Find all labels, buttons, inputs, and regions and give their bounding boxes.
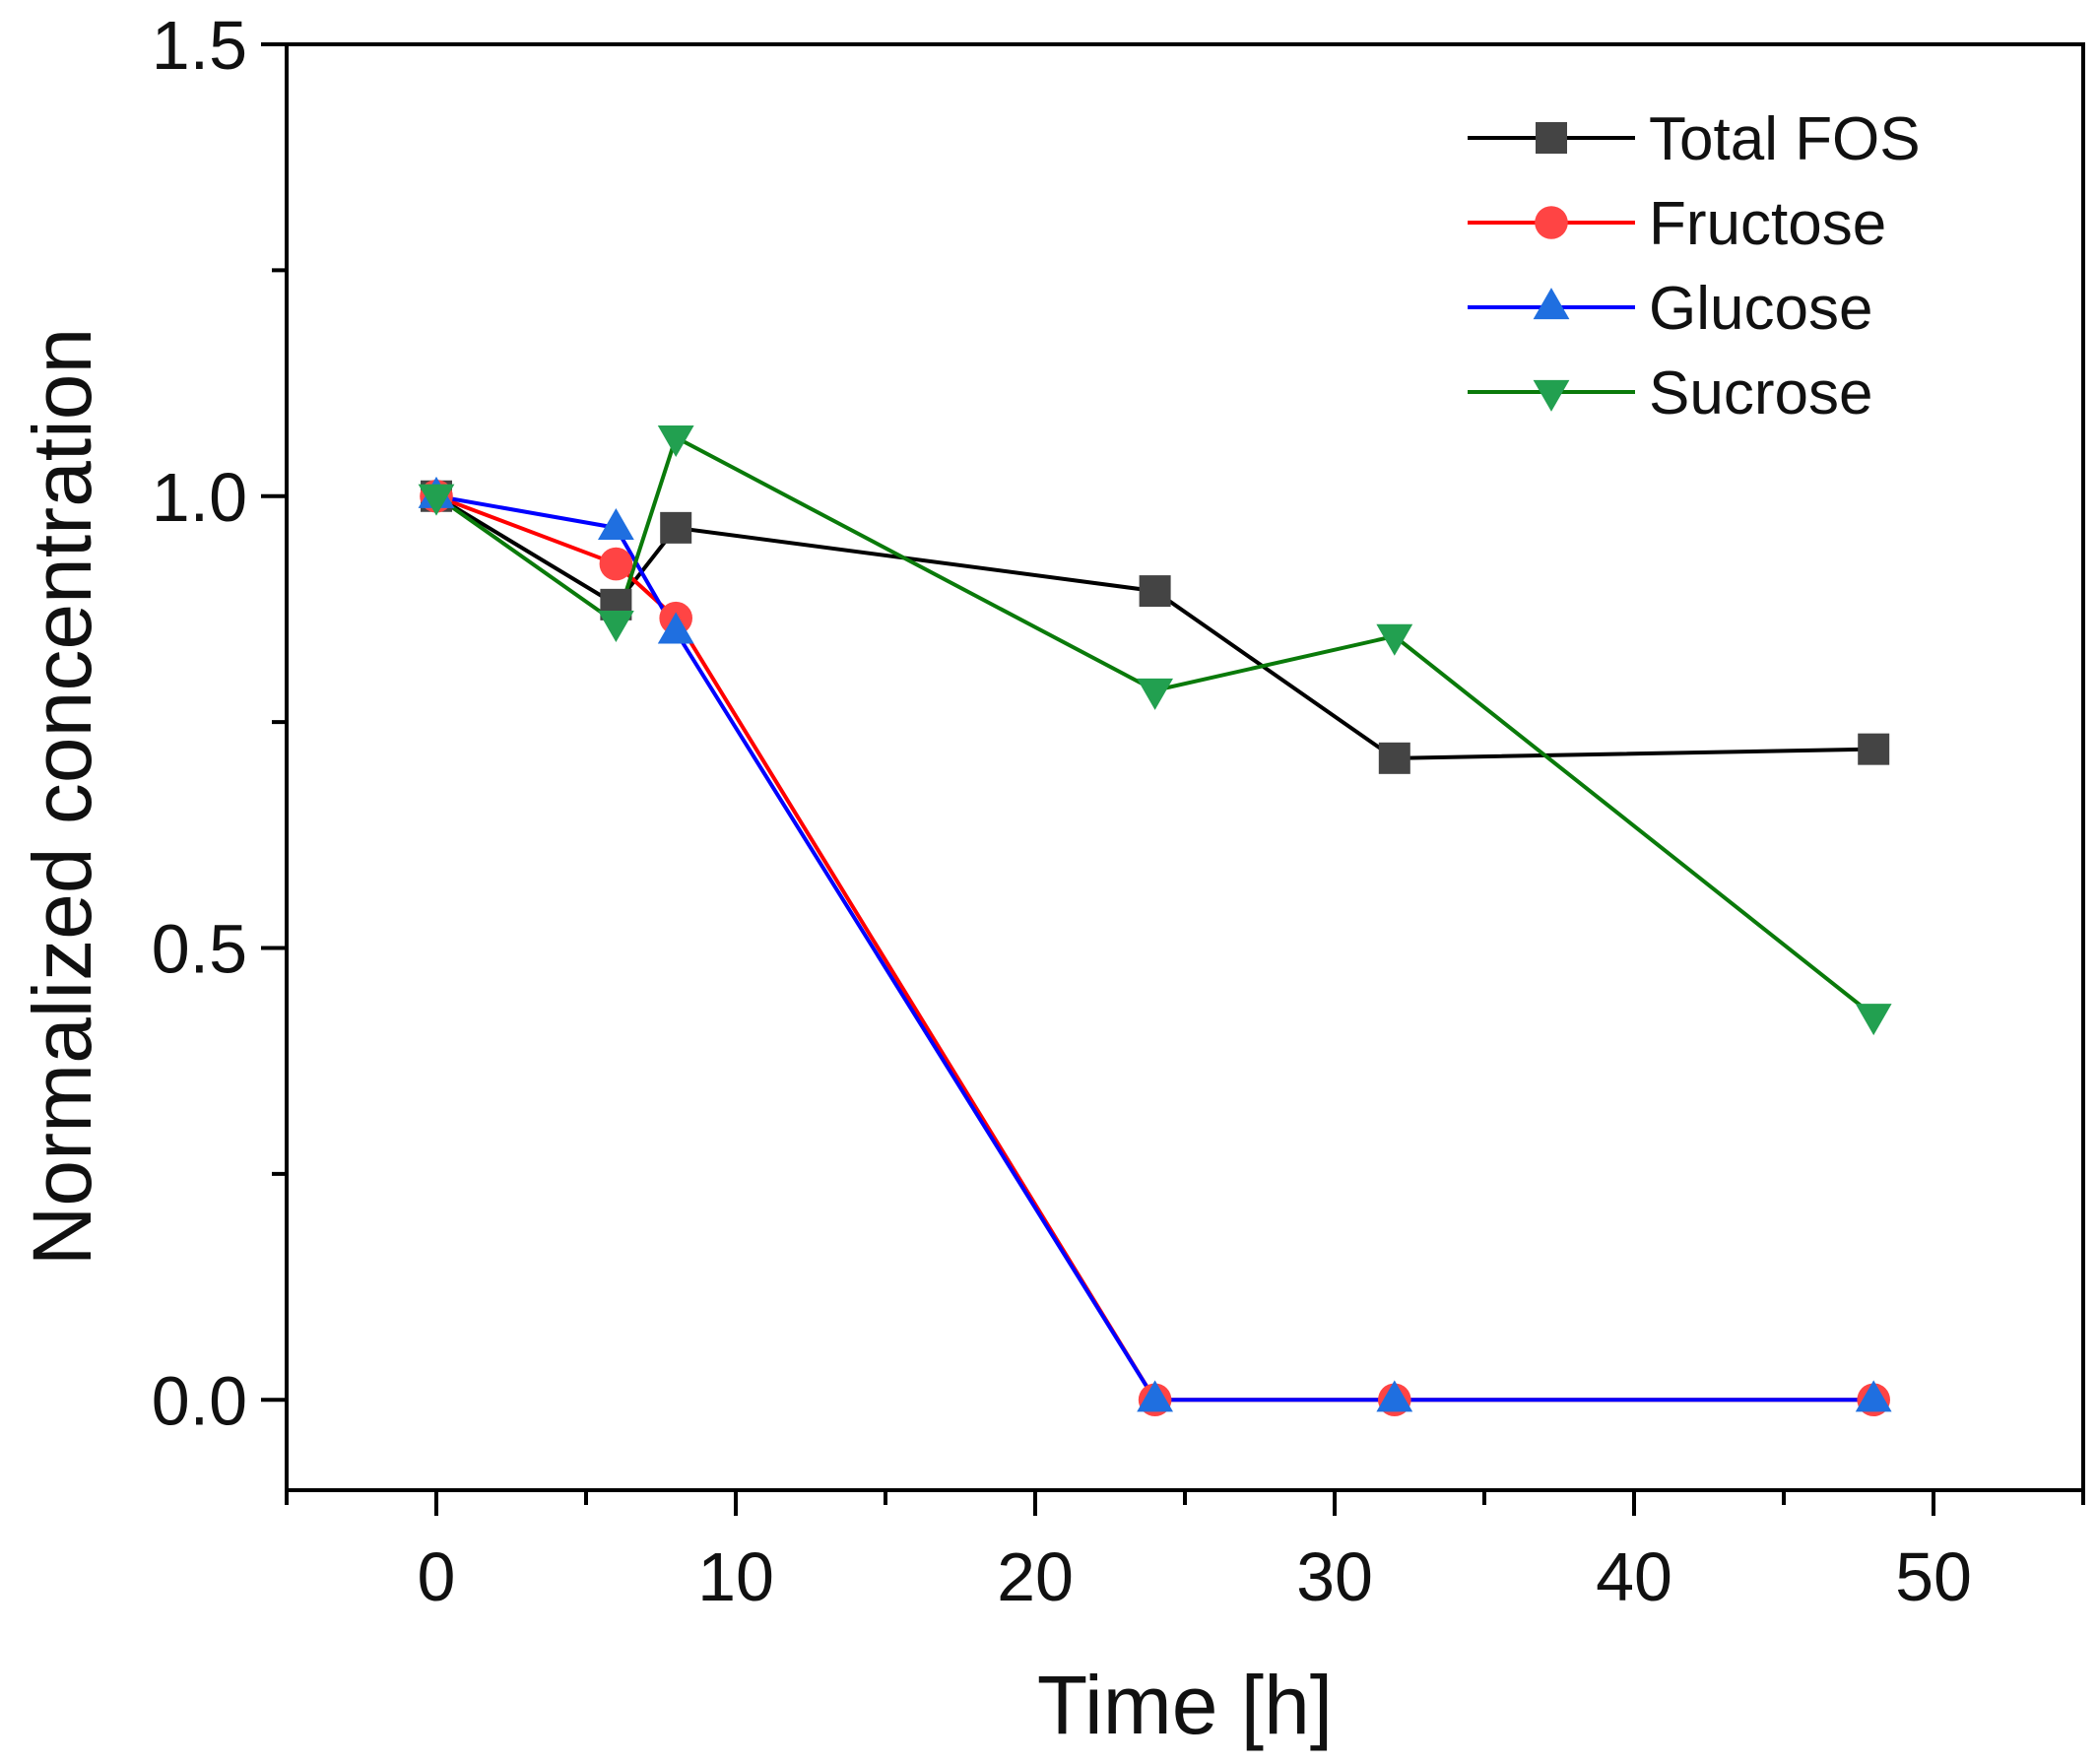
x-tick-label: 40 — [1596, 1538, 1672, 1615]
series-line-glucose — [435, 493, 1874, 1403]
y-tick-label: 0.0 — [152, 1362, 247, 1439]
axis-tick-labels: 0 10 20 30 40 50 0.0 0.5 1.0 1.5 — [152, 7, 1972, 1615]
data-point-glucose — [1855, 1380, 1892, 1412]
series-line-sucrose — [434, 434, 1875, 1017]
legend-label-total-fos: Total FOS — [1649, 105, 1921, 173]
y-tick-label: 1.0 — [152, 459, 247, 536]
x-tick-label: 20 — [997, 1538, 1074, 1615]
data-point-sucrose — [1855, 1004, 1892, 1036]
data-point-glucose — [1376, 1380, 1413, 1412]
series-line-total-fos — [434, 494, 1874, 760]
data-point-total-fos — [1139, 575, 1171, 608]
data-point-total-fos — [1378, 742, 1410, 774]
y-tick-label: 1.5 — [152, 7, 247, 84]
legend-label-sucrose: Sucrose — [1649, 359, 1872, 427]
plot-frame — [285, 42, 2085, 1492]
legend: Total FOS Fructose Glucose Sucrose — [1468, 105, 1921, 427]
legend-label-glucose: Glucose — [1649, 275, 1872, 343]
x-axis-title: Time [h] — [1037, 1659, 1333, 1751]
data-point-glucose — [657, 612, 694, 644]
data-point-glucose — [598, 508, 634, 541]
data-point-glucose — [1137, 1380, 1173, 1412]
legend-marker-fructose — [1535, 206, 1568, 239]
data-point-sucrose — [1376, 623, 1413, 656]
data-point-sucrose — [1137, 678, 1173, 710]
data-point-total-fos — [660, 511, 692, 544]
x-tick-label: 10 — [697, 1538, 774, 1615]
data-point-total-fos — [1858, 733, 1890, 765]
data-point-sucrose — [598, 611, 634, 643]
series-lines — [434, 434, 1875, 1403]
x-tick-label: 50 — [1895, 1538, 1972, 1615]
legend-marker-glucose — [1533, 288, 1570, 320]
series-markers — [418, 425, 1892, 1417]
legend-label-fructose: Fructose — [1649, 190, 1886, 258]
axis-ticks — [261, 42, 2085, 1516]
x-tick-label: 0 — [418, 1538, 456, 1615]
legend-marker-sucrose — [1533, 379, 1570, 412]
legend-marker-total-fos — [1536, 122, 1567, 154]
data-point-sucrose — [657, 425, 694, 457]
x-tick-label: 30 — [1296, 1538, 1373, 1615]
data-point-sucrose — [418, 484, 455, 516]
series-line-fructose — [435, 493, 1874, 1403]
data-point-fructose — [599, 547, 633, 581]
y-tick-label: 0.5 — [152, 911, 247, 988]
y-axis-title: Normalized concentration — [16, 328, 108, 1266]
